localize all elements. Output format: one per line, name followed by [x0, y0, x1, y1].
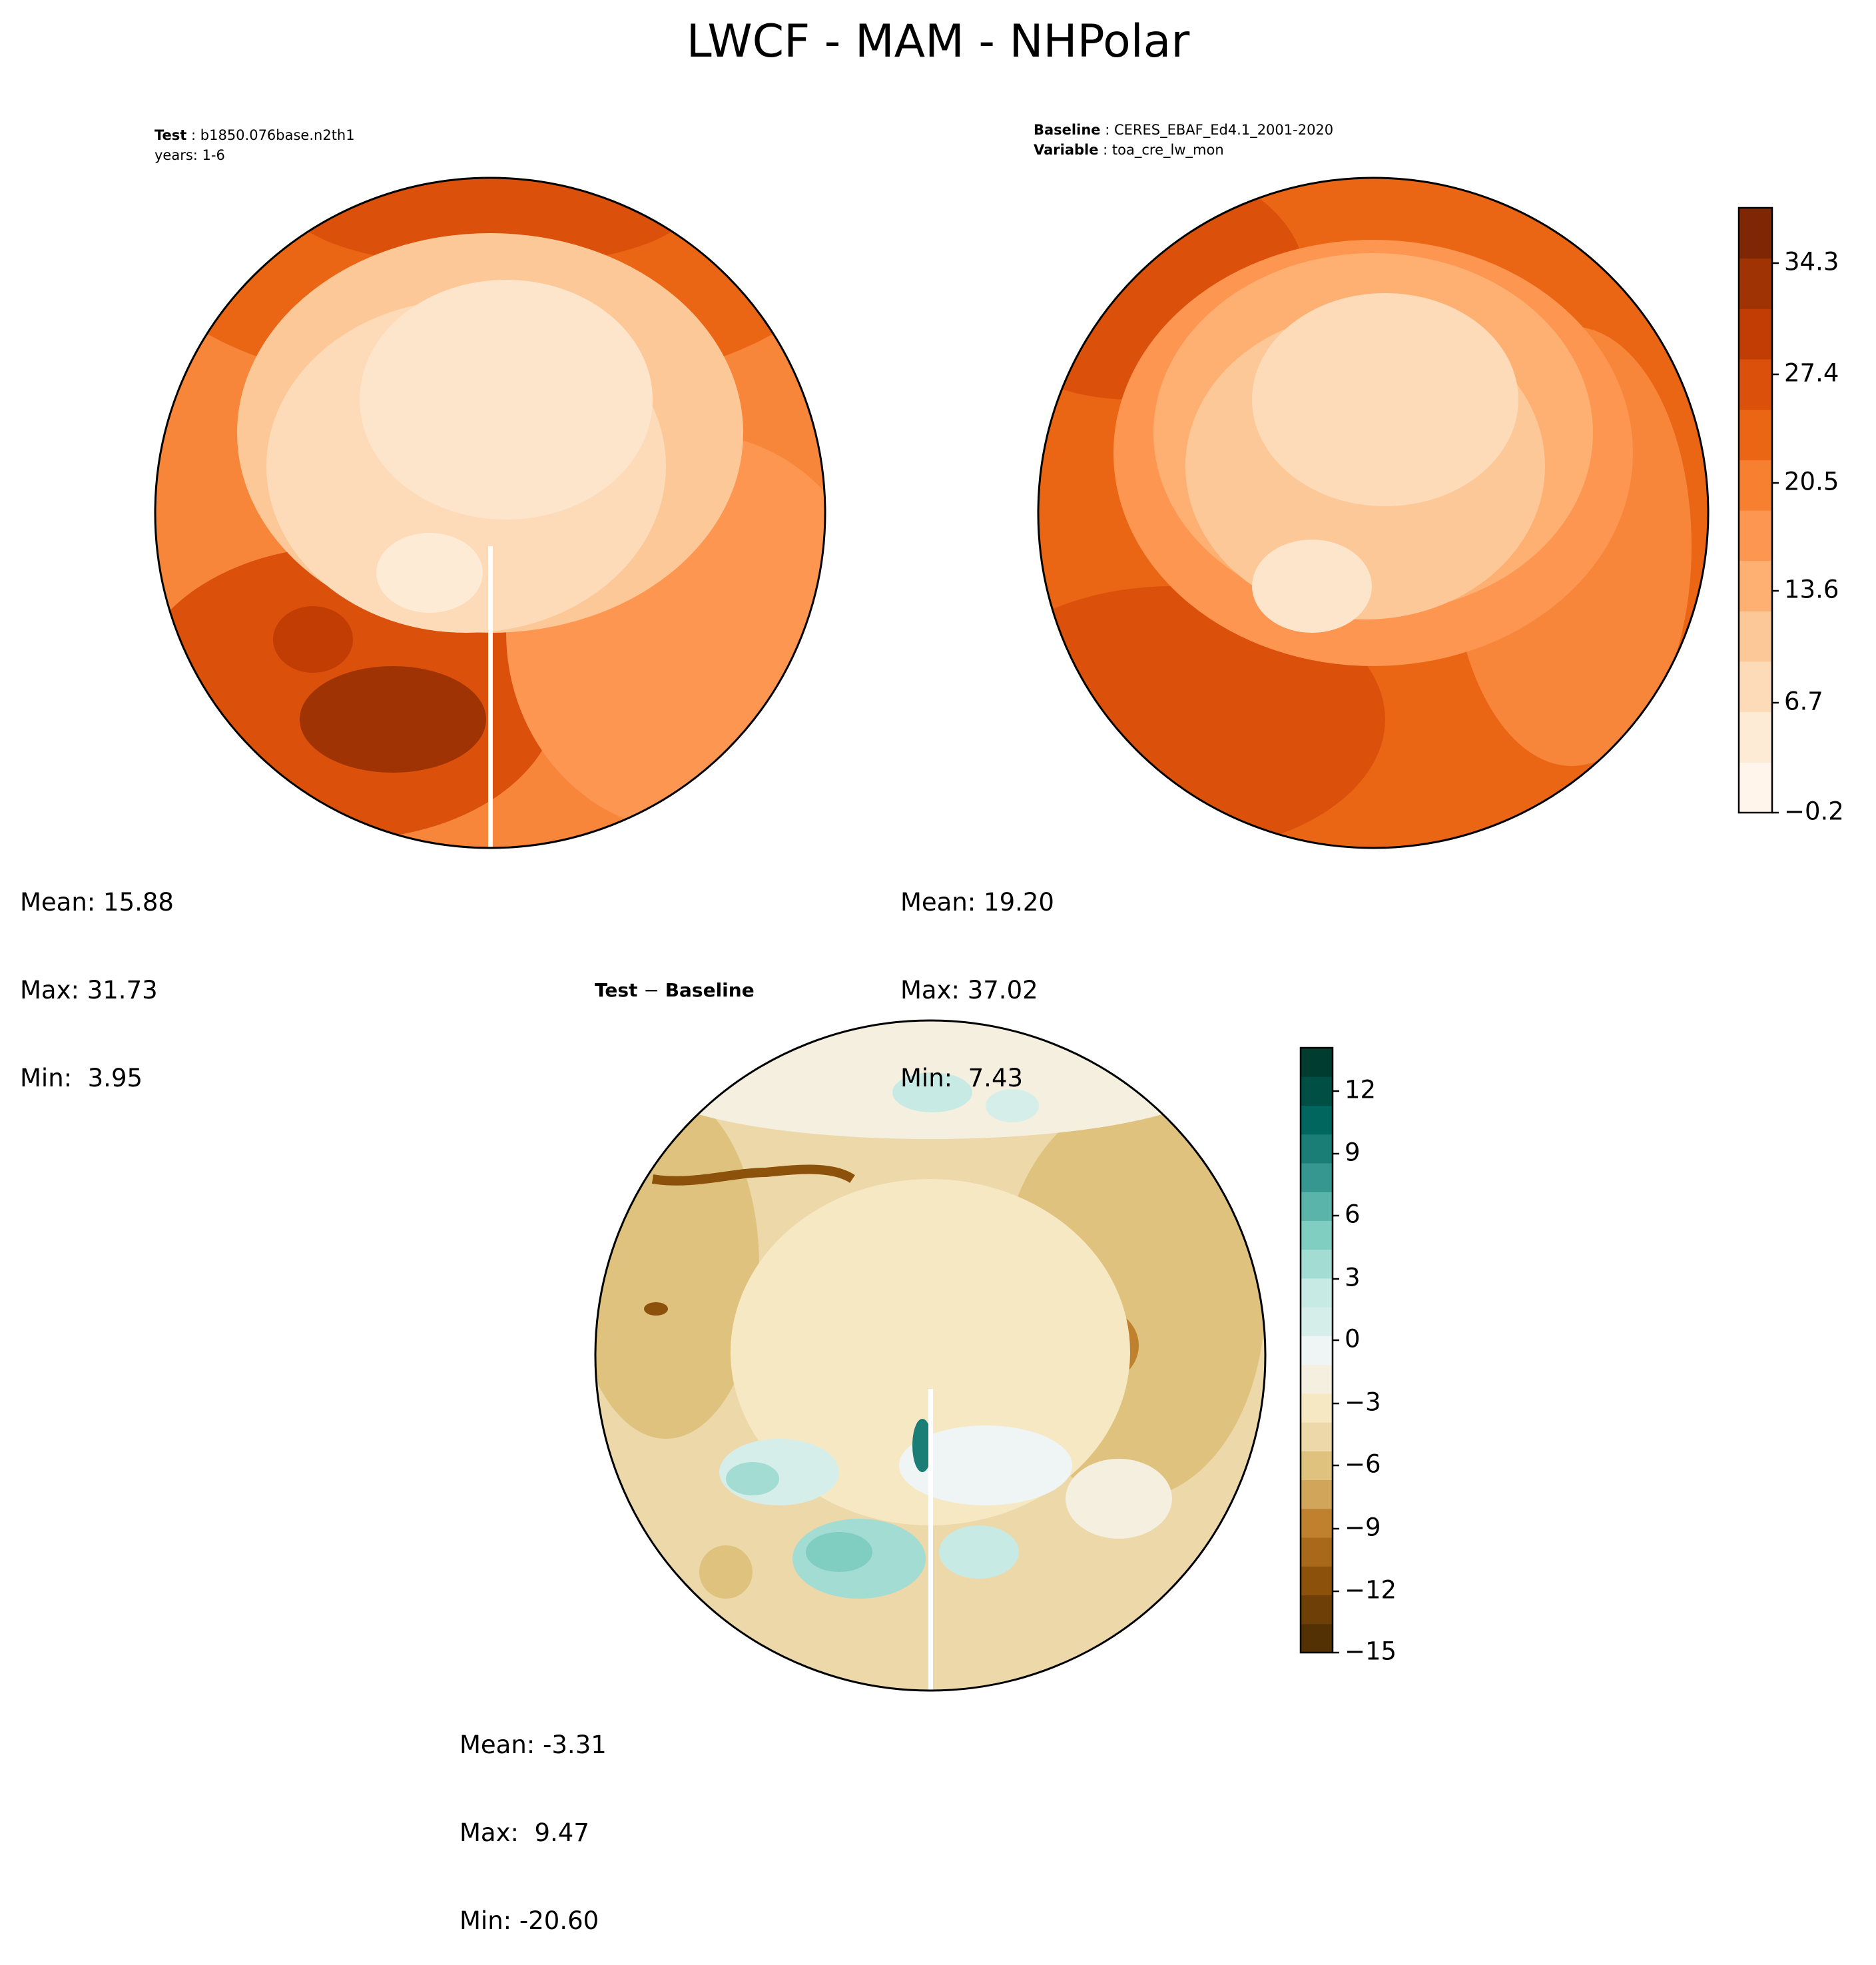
cbar-diff-level-11 — [1301, 1307, 1333, 1336]
cbar-main-level-1 — [1739, 711, 1772, 763]
cbar-diff-tick-label-5: −3 — [1345, 1388, 1381, 1417]
baseline-header: Baseline : CERES_EBAF_Ed4.1_2001-2020 Va… — [1034, 122, 1334, 158]
cbar-diff-level-20 — [1301, 1048, 1333, 1077]
cbar-diff-level-0 — [1301, 1623, 1333, 1653]
baseline-header-key: Baseline — [1034, 122, 1101, 138]
baseline-map-boundary — [1037, 177, 1710, 849]
variable-header-value: toa_cre_lw_mon — [1111, 142, 1224, 158]
cbar-main-level-6 — [1739, 460, 1772, 511]
test-map-boundary — [154, 177, 826, 849]
baseline-max: Max: 37.02 — [900, 976, 1038, 1004]
cbar-main-level-7 — [1739, 409, 1772, 460]
cbar-diff-level-5 — [1301, 1479, 1333, 1509]
cbar-diff-level-18 — [1301, 1105, 1333, 1135]
cbar-main-tick-label-3: 13.6 — [1784, 576, 1839, 604]
cbar-diff-level-1 — [1301, 1595, 1333, 1625]
cbar-diff-level-10 — [1301, 1336, 1333, 1366]
cbar-diff-level-2 — [1301, 1566, 1333, 1596]
test-min: Min: 3.95 — [20, 1064, 143, 1092]
cbar-main-level-2 — [1739, 661, 1772, 713]
cbar-diff-tick-label-2: 6 — [1345, 1200, 1361, 1229]
figure-title: LWCF - MAM - NHPolar — [686, 15, 1190, 68]
cbar-diff-level-15 — [1301, 1192, 1333, 1221]
cbar-main-tick-label-0: 34.3 — [1784, 248, 1839, 276]
cbar-main-tick-label-5: −0.2 — [1784, 797, 1844, 826]
test-stats: Mean: 15.88 Max: 31.73 Min: 3.95 — [20, 829, 174, 1122]
baseline-mean: Mean: 19.20 — [900, 888, 1054, 917]
cbar-diff-tick-label-3: 3 — [1345, 1264, 1361, 1292]
figure-canvas: 34.3 27.4 20.5 13.6 6.7 −0.2 12 9 6 3 0 −3 −6 −9 −12 −… — [154, 177, 1844, 1692]
cbar-diff-tick-label-6: −6 — [1345, 1450, 1381, 1479]
diff-header-sep: − — [637, 979, 665, 1001]
cbar-diff-level-19 — [1301, 1076, 1333, 1106]
cbar-main-level-9 — [1739, 308, 1772, 360]
cbar-main-level-0 — [1739, 762, 1772, 813]
diff-stats: Mean: -3.31 Max: 9.47 Min: -20.60 — [460, 1672, 607, 1965]
cbar-diff-level-6 — [1301, 1451, 1333, 1481]
diff-map-boundary — [594, 1019, 1267, 1692]
baseline-header-value: CERES_EBAF_Ed4.1_2001-2020 — [1113, 122, 1334, 138]
cbar-main-level-8 — [1739, 359, 1772, 410]
diff-max: Max: 9.47 — [460, 1818, 589, 1847]
test-max: Max: 31.73 — [20, 976, 158, 1004]
colorbar-diff: 12 9 6 3 0 −3 −6 −9 −12 −15 — [1299, 1046, 1397, 1666]
test-map — [154, 177, 826, 849]
cbar-main-tick-label-1: 27.4 — [1784, 359, 1839, 388]
cbar-diff-level-12 — [1301, 1278, 1333, 1308]
cbar-diff-level-4 — [1301, 1508, 1333, 1538]
cbar-diff-level-14 — [1301, 1220, 1333, 1250]
cbar-main-level-10 — [1739, 258, 1772, 309]
cbar-main-level-11 — [1739, 208, 1772, 259]
test-mean: Mean: 15.88 — [20, 888, 174, 917]
cbar-diff-level-16 — [1301, 1162, 1333, 1192]
diff-header: Test − Baseline — [595, 979, 755, 1001]
cbar-diff-level-13 — [1301, 1249, 1333, 1279]
test-header-value: b1850.076base.n2th1 — [200, 127, 355, 143]
cbar-main-frame — [1737, 206, 1773, 814]
baseline-stats: Mean: 19.20 Max: 37.02 Min: 7.43 — [900, 829, 1054, 1122]
baseline-min: Min: 7.43 — [900, 1064, 1024, 1092]
cbar-diff-frame — [1299, 1046, 1334, 1654]
cbar-diff-tick-label-0: 12 — [1345, 1076, 1376, 1104]
cbar-main-level-4 — [1739, 560, 1772, 611]
diff-map — [594, 1019, 1267, 1692]
diff-min: Min: -20.60 — [460, 1906, 599, 1935]
test-years: years: 1-6 — [155, 147, 225, 163]
test-header-key: Test — [155, 127, 187, 143]
test-header: Test : b1850.076base.n2th1 years: 1-6 — [155, 127, 355, 163]
cbar-main-level-3 — [1739, 611, 1772, 662]
diff-header-key: Test — [595, 979, 638, 1001]
diff-header-value: Baseline — [665, 979, 755, 1001]
colorbar-main: 34.3 27.4 20.5 13.6 6.7 −0.2 — [1737, 206, 1844, 826]
cbar-main-tick-label-4: 6.7 — [1784, 687, 1823, 716]
cbar-diff-level-8 — [1301, 1393, 1333, 1423]
cbar-diff-tick-label-8: −12 — [1345, 1576, 1397, 1605]
cbar-diff-level-17 — [1301, 1134, 1333, 1164]
baseline-map — [1037, 177, 1710, 849]
variable-header-key: Variable — [1034, 142, 1099, 158]
cbar-main-tick-label-2: 20.5 — [1784, 468, 1839, 496]
cbar-diff-level-3 — [1301, 1537, 1333, 1567]
cbar-diff-level-7 — [1301, 1422, 1333, 1451]
cbar-diff-tick-label-7: −9 — [1345, 1513, 1381, 1542]
cbar-diff-level-9 — [1301, 1364, 1333, 1394]
cbar-diff-tick-label-1: 9 — [1345, 1138, 1361, 1167]
cbar-diff-tick-label-9: −15 — [1345, 1637, 1397, 1666]
diff-mean: Mean: -3.31 — [460, 1731, 607, 1759]
cbar-diff-tick-label-4: 0 — [1345, 1325, 1361, 1354]
cbar-main-level-5 — [1739, 510, 1772, 562]
